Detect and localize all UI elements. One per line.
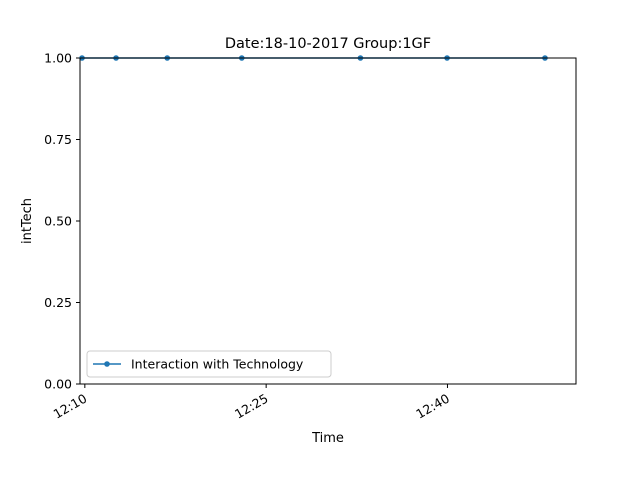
y-axis-ticks: 0.00 0.25 0.50 0.75 1.00 — [44, 51, 80, 392]
legend-box — [86, 350, 332, 378]
legend-label: Interaction with Technology — [131, 357, 304, 372]
x-axis-label: Time — [311, 431, 344, 446]
x-axis-ticks: 12:10 12:25 12:40 — [51, 384, 452, 422]
legend: Interaction with Technology — [86, 350, 332, 378]
legend-point-marker — [104, 361, 110, 367]
x-tick-label: 12:25 — [232, 391, 271, 422]
y-tick-label: 0.00 — [44, 377, 72, 392]
y-tick-label: 1.00 — [44, 51, 72, 66]
y-tick-label: 0.25 — [44, 295, 72, 310]
x-tick-label: 12:40 — [413, 391, 452, 422]
chart-title: Date:18-10-2017 Group:1GF — [225, 36, 431, 52]
y-tick-label: 0.75 — [44, 132, 72, 147]
y-tick-label: 0.50 — [44, 214, 72, 229]
y-axis-label: intTech — [20, 198, 35, 244]
x-tick-label: 12:10 — [51, 391, 90, 422]
plot-frame — [79, 57, 577, 385]
